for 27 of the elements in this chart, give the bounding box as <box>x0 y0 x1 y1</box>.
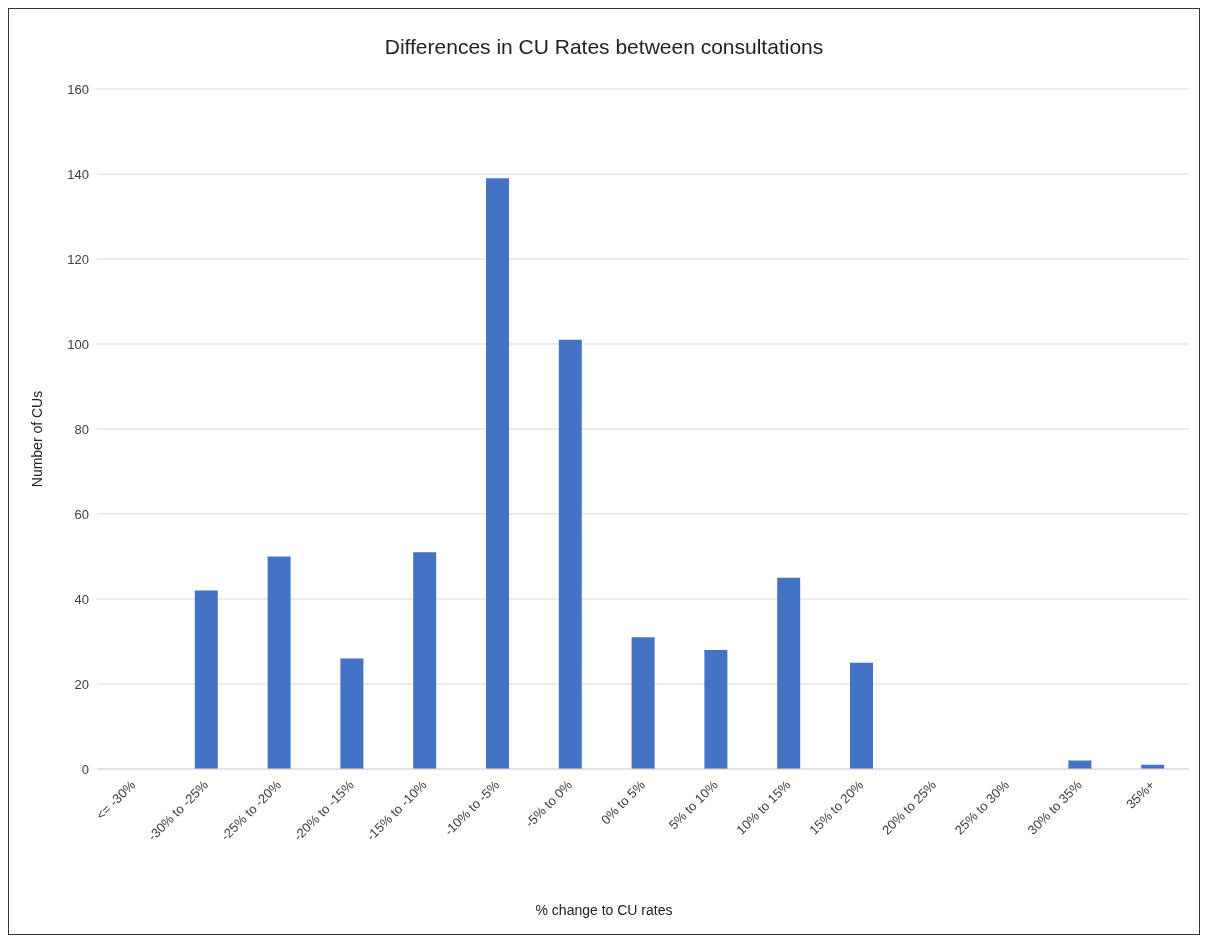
x-tick-label: 0% to 5% <box>597 777 649 828</box>
y-tick-label: 60 <box>74 506 89 522</box>
bar <box>704 650 728 769</box>
bar <box>267 556 291 769</box>
bar <box>558 339 582 769</box>
x-axis-title: % change to CU rates <box>534 902 674 918</box>
bar <box>486 178 509 769</box>
y-tick-label: 0 <box>81 761 89 777</box>
bar <box>777 577 801 769</box>
y-tick-label: 80 <box>74 421 89 437</box>
x-tick-label: 25% to 30% <box>951 777 1013 838</box>
bar <box>631 637 655 769</box>
x-tick-label: 30% to 35% <box>1024 777 1086 838</box>
y-tick-label: 100 <box>67 336 89 352</box>
x-tick-label: -5% to 0% <box>522 777 576 831</box>
y-tick-label: 20 <box>74 676 89 692</box>
y-tick-label: 40 <box>74 591 89 607</box>
y-tick-label: 140 <box>67 166 89 182</box>
bar <box>340 658 364 769</box>
y-axis-title: Number of CUs <box>29 390 45 488</box>
y-tick-label: 160 <box>67 81 89 97</box>
bar <box>194 590 218 769</box>
bar <box>413 552 437 769</box>
y-tick-label: 120 <box>67 251 89 267</box>
chart-title: Differences in CU Rates between consultations <box>383 35 825 59</box>
x-tick-label: 5% to 10% <box>665 777 722 833</box>
bar <box>850 662 873 769</box>
